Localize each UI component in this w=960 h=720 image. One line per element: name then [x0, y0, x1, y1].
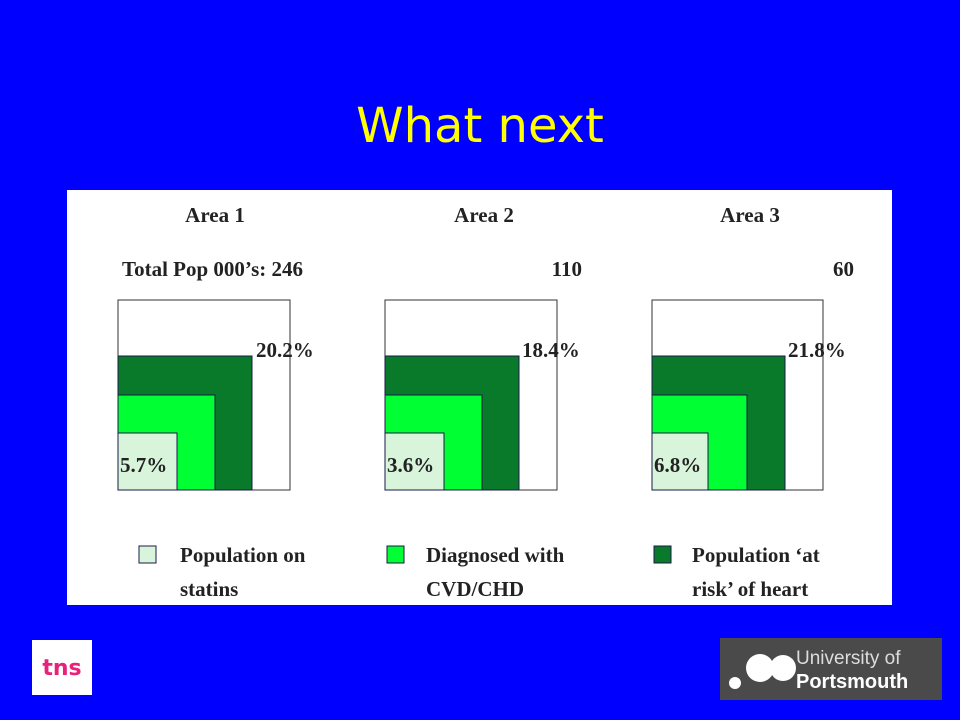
at-risk-pct: 20.2% [256, 338, 314, 362]
statins-square [117, 432, 178, 491]
panel: Area 2 110 18.4% 3.6% [384, 203, 582, 491]
legend-text: statins [180, 577, 238, 601]
at-risk-pct: 21.8% [788, 338, 846, 362]
tns-logo [32, 640, 92, 695]
statins-pct: 5.7% [120, 453, 167, 477]
statins-square [384, 432, 445, 491]
slide-title: What next [356, 98, 604, 154]
university-line: Portsmouth [796, 671, 908, 693]
legend-swatch [386, 545, 405, 564]
population: 110 [552, 257, 582, 281]
university-line: University of [796, 648, 901, 669]
statins-pct: 3.6% [387, 453, 434, 477]
legend-text: risk’ of heart [692, 577, 808, 601]
panel: Area 1 Total Pop 000’s: 246 20.2% 5.7% [117, 203, 314, 491]
logo-dot [746, 654, 774, 682]
legend-text: CVD/CHD [426, 577, 524, 601]
legend-text: Diagnosed with [426, 543, 565, 567]
panel: Area 3 60 21.8% 6.8% [651, 203, 854, 491]
at-risk-pct: 18.4% [522, 338, 580, 362]
statins-square [651, 432, 709, 491]
area-label: Area 3 [720, 203, 780, 227]
logo-dot [770, 655, 796, 681]
population: Total Pop 000’s: 246 [122, 257, 303, 281]
statins-pct: 6.8% [654, 453, 701, 477]
legend-text: Population ‘at [692, 543, 820, 567]
legend-swatch [138, 545, 157, 564]
logo-dot [729, 677, 741, 689]
population: 60 [833, 257, 854, 281]
area-label: Area 2 [454, 203, 514, 227]
legend-text: Population on [180, 543, 306, 567]
tns-logo-text: tns [42, 656, 81, 681]
legend: Population on statins Diagnosed with CVD… [138, 543, 820, 601]
area-label: Area 1 [185, 203, 245, 227]
legend-swatch [653, 545, 672, 564]
